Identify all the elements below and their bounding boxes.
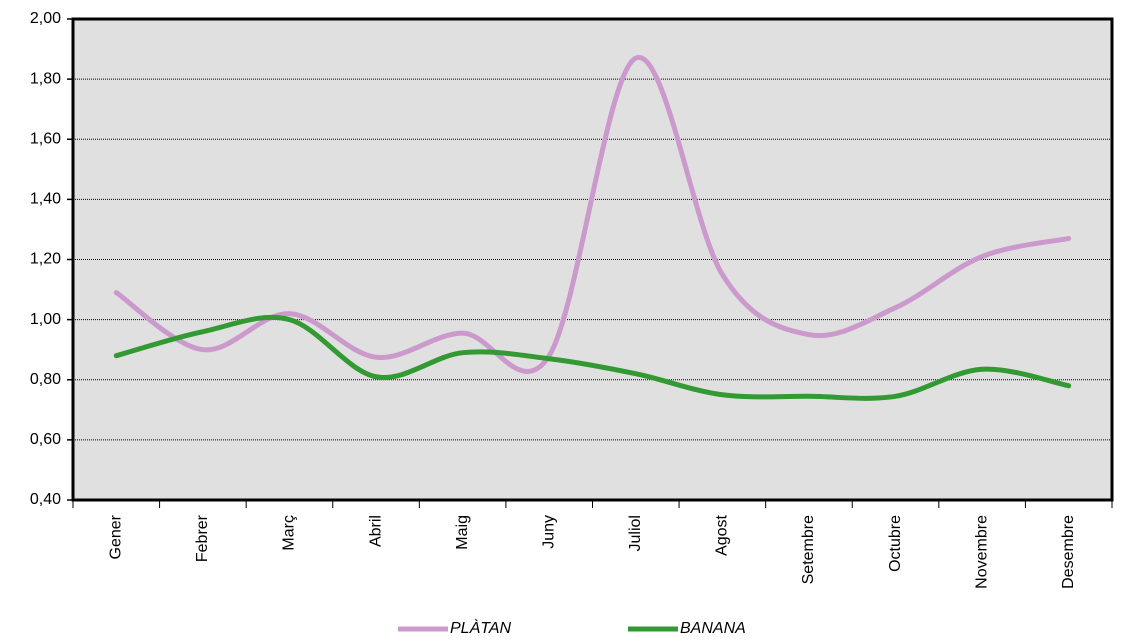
x-tick-label: Octubre [887, 515, 904, 572]
x-tick-label: Novembre [973, 515, 990, 589]
y-tick-label: 0,60 [30, 431, 61, 448]
x-tick-label: Setembre [800, 515, 817, 584]
series-line [113, 55, 1072, 374]
x-tick-label: Desembre [1060, 515, 1077, 589]
plot-area [71, 17, 1114, 502]
legend-label: PLÀTAN [450, 618, 512, 637]
x-tick-label: Agost [714, 514, 731, 555]
y-tick-label: 1,00 [30, 311, 61, 328]
x-tick-label: Maig [454, 515, 471, 550]
x-tick-label: Juny [540, 515, 557, 549]
x-tick-label: Juliol [627, 515, 644, 551]
legend-label: BANANA [680, 620, 746, 637]
y-tick-label: 0,80 [30, 371, 61, 388]
series-line [113, 314, 1072, 401]
x-tick-label: Abril [367, 515, 384, 547]
x-tick-label: Març [281, 515, 298, 551]
y-tick-label: 1,20 [30, 251, 61, 268]
x-tick-label: Gener [108, 514, 125, 559]
y-tick-label: 0,40 [30, 491, 61, 508]
y-tick-label: 2,00 [30, 10, 61, 27]
y-tick-label: 1,80 [30, 70, 61, 87]
y-tick-label: 1,40 [30, 191, 61, 208]
x-tick-label: Febrer [194, 514, 211, 562]
y-tick-label: 1,60 [30, 130, 61, 147]
